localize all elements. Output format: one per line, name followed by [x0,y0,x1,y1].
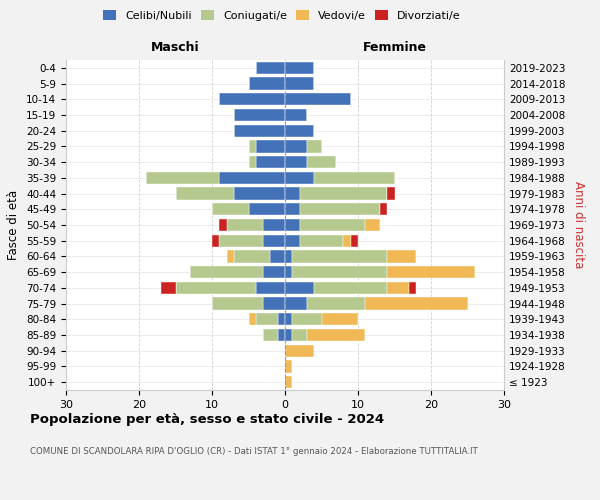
Bar [278,313,285,326]
Bar [263,329,278,341]
Bar [292,250,387,262]
Bar [271,250,285,262]
Bar [285,93,350,106]
Bar [263,266,285,278]
Bar [212,298,263,310]
Bar [227,250,234,262]
Bar [285,282,314,294]
Bar [263,219,285,231]
Bar [175,188,234,200]
Text: Maschi: Maschi [151,41,200,54]
Bar [299,219,365,231]
Bar [234,188,285,200]
Bar [387,250,416,262]
Bar [161,282,176,294]
Bar [263,298,285,310]
Bar [285,298,307,310]
Bar [285,313,292,326]
Bar [365,298,467,310]
Bar [387,282,409,294]
Legend: Celibi/Nubili, Coniugati/e, Vedovi/e, Divorziati/e: Celibi/Nubili, Coniugati/e, Vedovi/e, Di… [99,6,465,25]
Bar [248,140,256,152]
Bar [343,234,350,247]
Bar [292,313,322,326]
Bar [299,203,380,215]
Bar [220,172,285,184]
Bar [256,62,285,74]
Bar [387,188,395,200]
Bar [220,93,285,106]
Bar [256,282,285,294]
Bar [285,109,307,121]
Bar [285,266,292,278]
Bar [299,234,343,247]
Bar [285,219,299,231]
Bar [248,156,256,168]
Bar [285,156,307,168]
Bar [263,234,285,247]
Bar [350,234,358,247]
Bar [234,124,285,137]
Bar [176,282,256,294]
Bar [387,266,475,278]
Bar [292,329,307,341]
Bar [220,219,227,231]
Bar [256,156,285,168]
Bar [278,329,285,341]
Bar [212,234,220,247]
Bar [285,140,307,152]
Bar [299,188,387,200]
Bar [212,203,248,215]
Text: Popolazione per età, sesso e stato civile - 2024: Popolazione per età, sesso e stato civil… [30,412,384,426]
Bar [409,282,416,294]
Bar [227,219,263,231]
Bar [256,313,278,326]
Bar [285,188,299,200]
Bar [307,140,322,152]
Bar [322,313,358,326]
Bar [146,172,220,184]
Bar [380,203,387,215]
Bar [307,156,336,168]
Bar [248,78,285,90]
Bar [307,329,365,341]
Bar [220,234,263,247]
Text: Femmine: Femmine [362,41,427,54]
Bar [314,172,395,184]
Bar [234,109,285,121]
Bar [285,234,299,247]
Bar [234,250,271,262]
Bar [285,376,292,388]
Bar [248,203,285,215]
Bar [285,203,299,215]
Bar [285,62,314,74]
Text: COMUNE DI SCANDOLARA RIPA D'OGLIO (CR) - Dati ISTAT 1° gennaio 2024 - Elaborazio: COMUNE DI SCANDOLARA RIPA D'OGLIO (CR) -… [30,448,478,456]
Y-axis label: Anni di nascita: Anni di nascita [572,182,585,268]
Bar [285,124,314,137]
Y-axis label: Fasce di età: Fasce di età [7,190,20,260]
Bar [292,266,387,278]
Bar [190,266,263,278]
Bar [256,140,285,152]
Bar [248,313,256,326]
Bar [285,250,292,262]
Bar [285,360,292,372]
Bar [365,219,380,231]
Bar [285,78,314,90]
Bar [307,298,365,310]
Bar [285,344,314,357]
Bar [285,329,292,341]
Bar [314,282,387,294]
Bar [285,172,314,184]
